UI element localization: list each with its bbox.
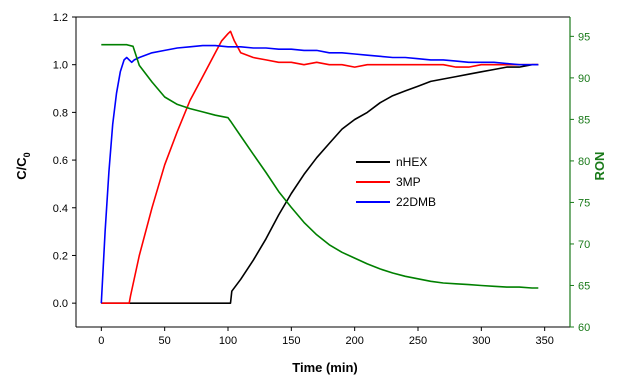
x-tick-label: 350	[535, 335, 553, 347]
y2-tick-label: 65	[578, 280, 590, 292]
x-tick-label: 100	[219, 335, 237, 347]
y2-tick-label: 80	[578, 156, 590, 168]
x-tick-label: 50	[159, 335, 171, 347]
x-tick-label: 0	[98, 335, 104, 347]
x-tick-label: 200	[345, 335, 363, 347]
legend-label-nhex: nHEX	[396, 155, 427, 169]
y-tick-label: 0.8	[53, 107, 68, 119]
y2-tick-label: 60	[578, 322, 590, 334]
y2-tick-label: 70	[578, 239, 590, 251]
x-tick-label: 300	[472, 335, 490, 347]
y-tick-label: 0.0	[53, 298, 68, 310]
x-tick-label: 150	[282, 335, 300, 347]
legend-label-22dmb: 22DMB	[396, 195, 436, 209]
series-line-ron	[101, 43, 539, 289]
y2-tick-label: 75	[578, 197, 590, 209]
axes-layer: 0 50 100 150 200 250 300 350 0.0 0.2 0.4 0.6 0.8 1.0 1…	[53, 12, 591, 347]
y-axis-title-subscript: 0	[22, 152, 32, 157]
y-tick-label: 0.6	[53, 155, 68, 167]
y-tick-label: 0.4	[53, 203, 68, 215]
legend: nHEX 3MP 22DMB	[356, 155, 436, 209]
y2-axis-title: RON	[592, 152, 607, 181]
series-line-nhex	[101, 63, 539, 305]
y-tick-label: 0.2	[53, 250, 68, 262]
x-tick-label: 250	[409, 335, 427, 347]
y-tick-label: 1.2	[53, 12, 68, 24]
series-layer	[100, 30, 539, 305]
y2-tick-label: 90	[578, 73, 590, 85]
y-axis-title-main: C/C	[14, 157, 29, 180]
series-line-3mp	[101, 30, 539, 305]
legend-label-3mp: 3MP	[396, 175, 421, 189]
y2-tick-label: 95	[578, 31, 590, 43]
series-line-22dmb	[100, 44, 539, 304]
y2-tick-label: 85	[578, 114, 590, 126]
x-axis-title: Time (min)	[292, 360, 358, 375]
y-tick-label: 1.0	[53, 60, 68, 72]
y-axis-title: C/C0	[14, 152, 32, 179]
